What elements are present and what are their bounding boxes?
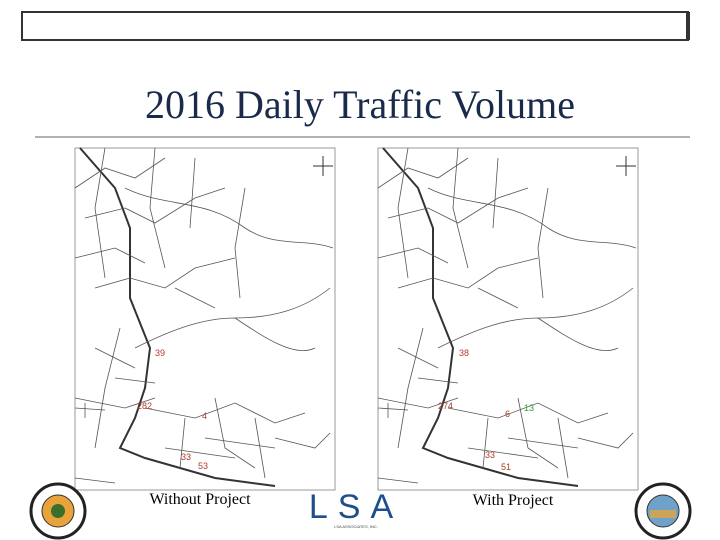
volume-label: 38	[459, 348, 469, 358]
caption: With Project	[473, 492, 554, 509]
volume-label: 6	[505, 409, 510, 419]
city-seal	[634, 482, 692, 540]
volume-label: 51	[501, 462, 511, 472]
volume-label: 4	[202, 411, 207, 421]
volume-label: 53	[198, 461, 208, 471]
top-bar	[21, 11, 689, 41]
map-with	[377, 147, 639, 491]
volume-label: 13	[524, 403, 534, 413]
volume-label: 33	[181, 452, 191, 462]
volume-label: 274	[438, 401, 453, 411]
slide-title: 2016 Daily Traffic Volume	[145, 82, 575, 127]
volume-label: 282	[137, 401, 152, 411]
volume-labels: 39 282 4 33 53 38 274 6 13 33 51	[137, 348, 534, 472]
volume-label: 33	[485, 450, 495, 460]
logo-subtitle: LSA ASSOCIATES, INC.	[334, 524, 378, 529]
caption: Without Project	[149, 491, 251, 508]
map-without	[74, 147, 336, 491]
city-seal	[29, 482, 87, 540]
volume-label: 39	[155, 348, 165, 358]
logo-name: LSA	[309, 488, 403, 526]
